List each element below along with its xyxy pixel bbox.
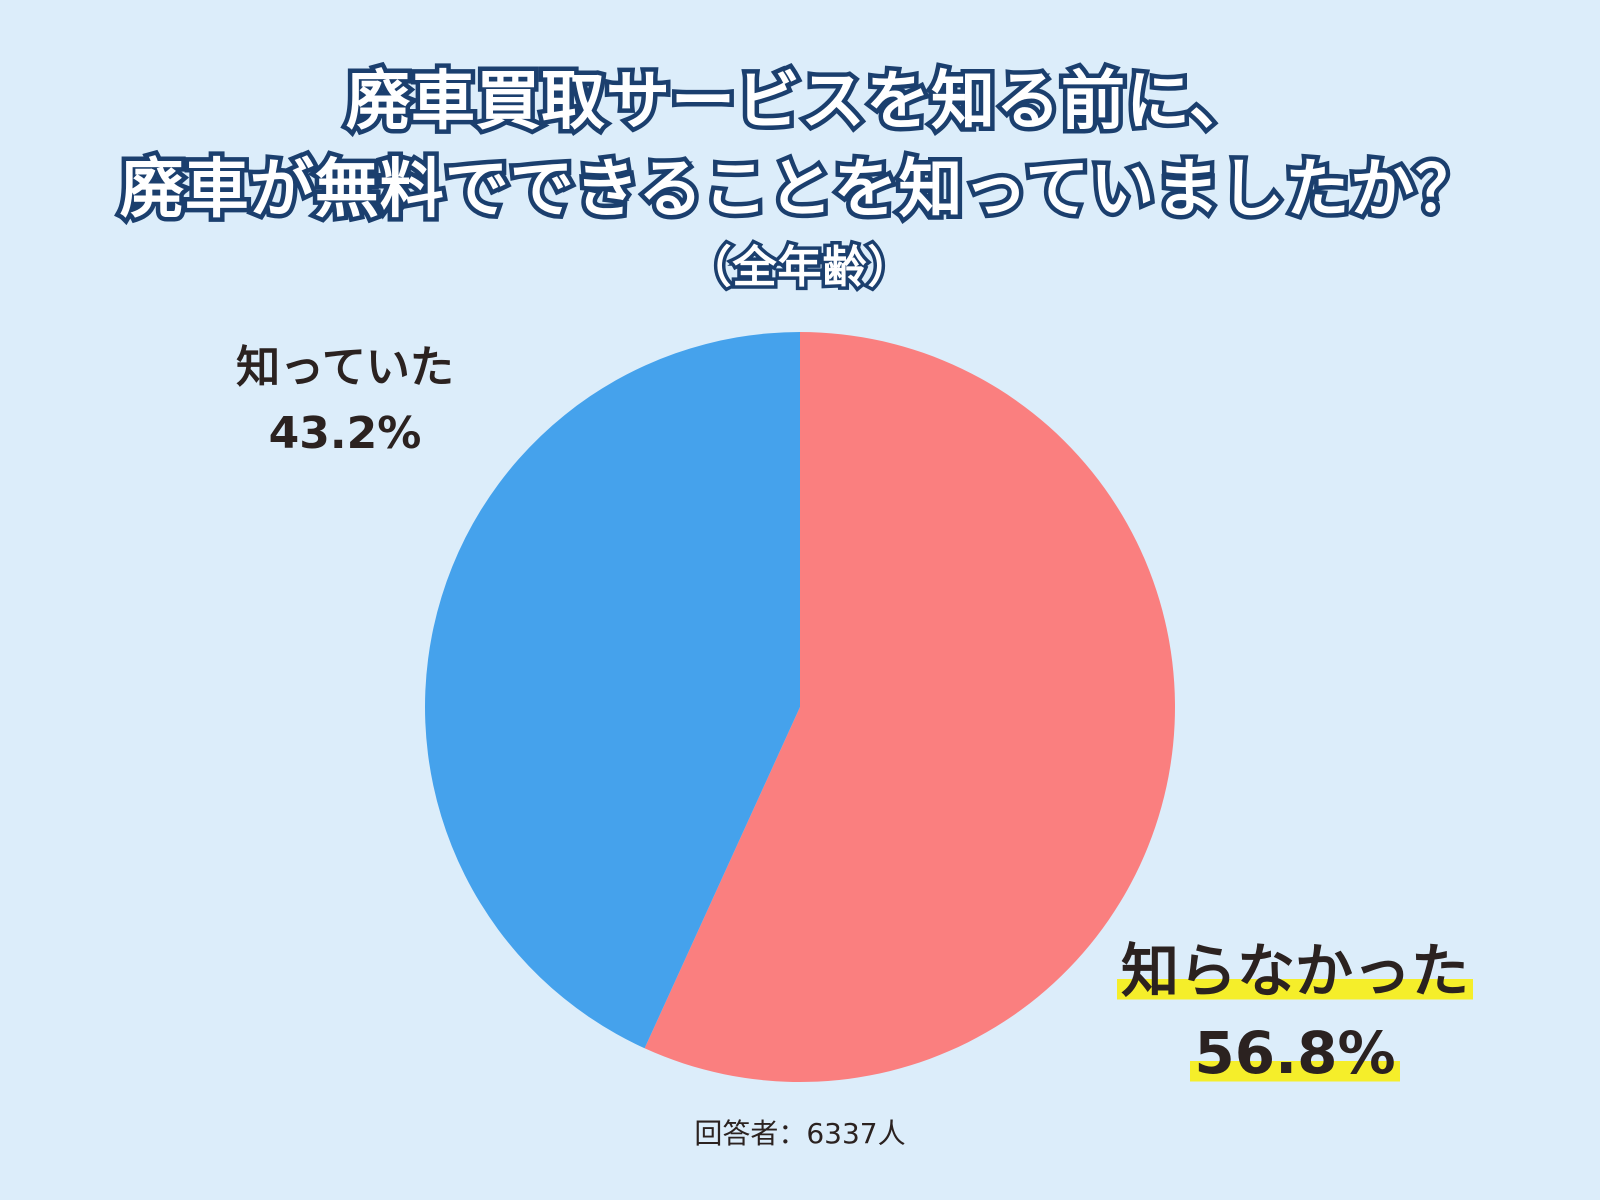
slice-label-knew: 知っていた 43.2% <box>220 335 470 467</box>
respondent-count: 回答者：6337人 <box>694 1117 906 1150</box>
pie-slice-knew <box>424 332 800 1049</box>
title-line-1: 廃車買取サービスを知る前に、 <box>341 61 1257 144</box>
slice-label-did-not-know: 知らなかった 56.8% <box>1110 930 1480 1094</box>
slice-label-knew-name: 知っていた <box>236 342 454 393</box>
slice-label-did-not-know-value: 56.8% <box>1190 1019 1400 1087</box>
chart-title: 廃車買取サービスを知る前に、 廃車が無料でできることを知っていましたか？ （全年… <box>0 58 1600 302</box>
slice-label-did-not-know-name: 知らなかった <box>1116 937 1473 1005</box>
chart-subtitle: （全年齢） <box>684 239 915 297</box>
title-line-2: 廃車が無料でできることを知っていましたか？ <box>115 149 1484 232</box>
pie-slice-did-not-know <box>644 332 1175 1082</box>
slice-label-knew-value: 43.2% <box>268 408 422 459</box>
